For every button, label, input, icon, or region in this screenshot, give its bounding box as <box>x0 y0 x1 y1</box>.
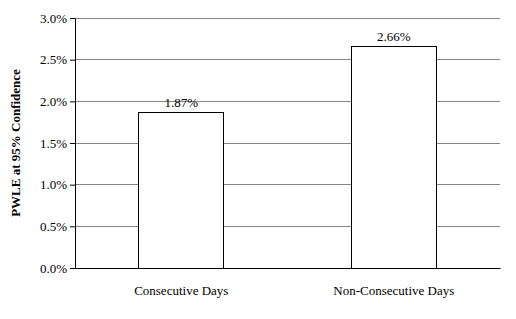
bar <box>139 112 224 268</box>
y-tick: 3.0% <box>40 11 75 26</box>
x-tick: Non-Consecutive Days <box>333 268 454 298</box>
y-tick-label: 3.0% <box>40 11 67 26</box>
y-tick: 1.0% <box>40 177 75 192</box>
y-tick-label: 2.5% <box>40 52 67 67</box>
y-tick-mark <box>70 268 75 269</box>
y-tick-label: 1.5% <box>40 136 67 151</box>
grid-line <box>75 18 500 19</box>
bar <box>351 46 436 268</box>
x-tick-label: Consecutive Days <box>134 283 228 298</box>
y-tick-mark <box>70 226 75 227</box>
y-tick-mark <box>70 143 75 144</box>
grid <box>75 18 500 268</box>
y-tick: 2.0% <box>40 94 75 109</box>
y-tick-label: 1.0% <box>40 177 67 192</box>
y-tick: 0.0% <box>40 261 75 276</box>
y-axis: 0.0% 0.5% 1.0% 1.5% 2.0% 2.5% 3.0% <box>40 11 76 276</box>
y-tick-label: 0.0% <box>40 261 67 276</box>
chart: 0.0% 0.5% 1.0% 1.5% 2.0% 2.5% 3.0% Consecutive … <box>0 0 516 319</box>
data-label: 2.66% <box>377 29 411 44</box>
y-tick: 1.5% <box>40 136 75 151</box>
y-tick-label: 0.5% <box>40 219 67 234</box>
y-axis-title: PWLE at 95% Confidence <box>8 69 23 217</box>
x-axis: Consecutive Days Non-Consecutive Days <box>76 268 501 298</box>
y-tick-mark <box>70 185 75 186</box>
plot: 0.0% 0.5% 1.0% 1.5% 2.0% 2.5% 3.0% Consecutive … <box>40 11 501 299</box>
y-tick-label: 2.0% <box>40 94 67 109</box>
x-tick-label: Non-Consecutive Days <box>333 283 454 298</box>
data-labels: 1.87% 2.66% <box>164 29 410 110</box>
x-axis-line <box>76 268 501 269</box>
y-tick: 0.5% <box>40 219 75 234</box>
data-label: 1.87% <box>164 95 198 110</box>
y-tick-mark <box>70 101 75 102</box>
x-tick: Consecutive Days <box>134 268 228 298</box>
y-tick-mark <box>70 60 75 61</box>
y-tick-mark <box>70 18 75 19</box>
bars <box>139 46 437 268</box>
y-tick: 2.5% <box>40 52 75 67</box>
y-axis-line <box>75 19 76 269</box>
